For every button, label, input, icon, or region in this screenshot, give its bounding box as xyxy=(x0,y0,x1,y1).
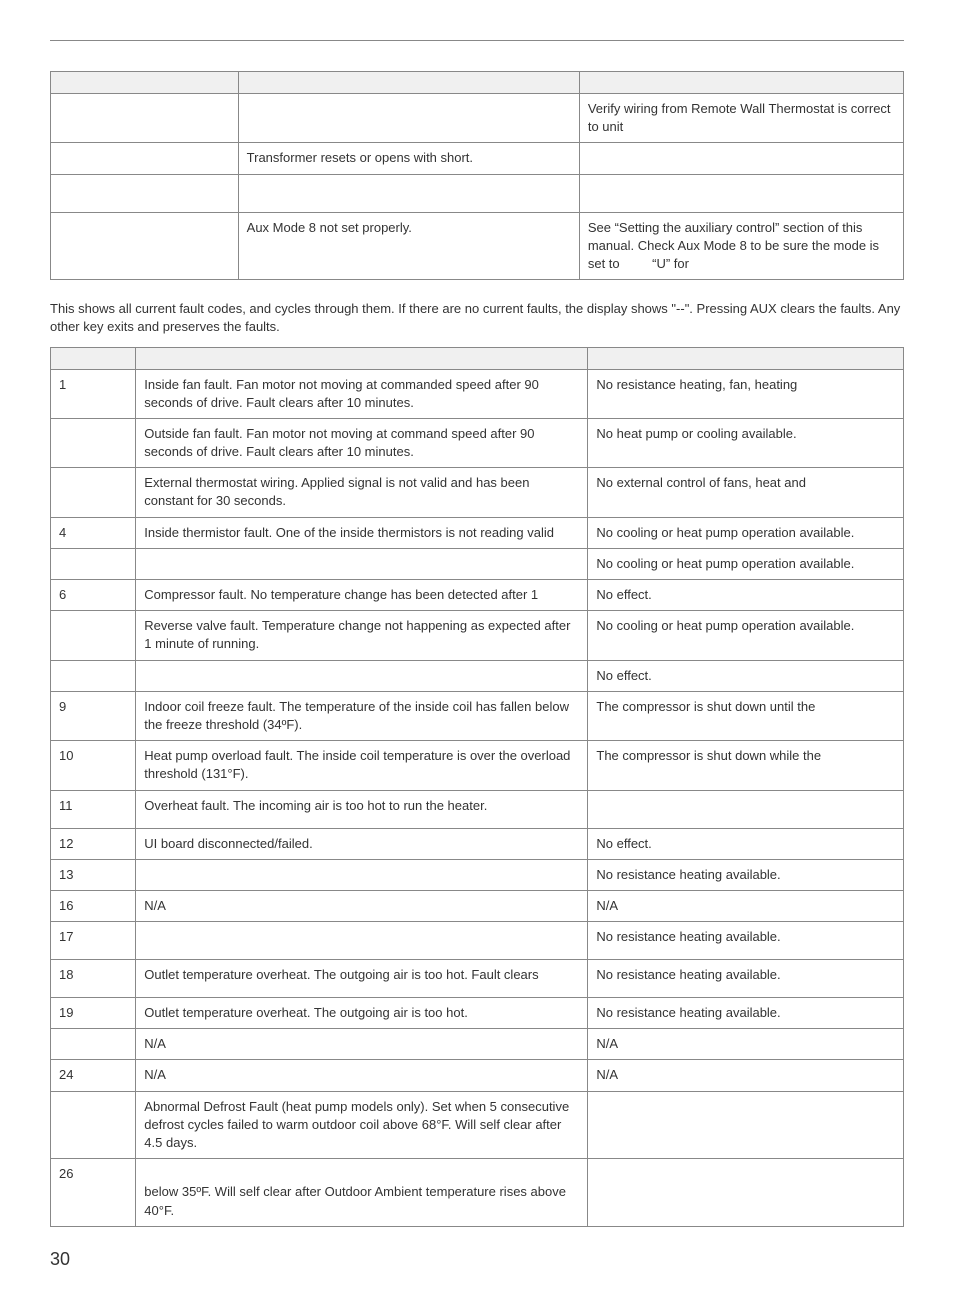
troubleshoot-table: Verify wiring from Remote Wall Thermosta… xyxy=(50,71,904,280)
cell: No resistance heating available. xyxy=(588,998,904,1029)
cell: No heat pump or cooling available. xyxy=(588,418,904,467)
cell: below 35ºF. Will self clear after Outdoo… xyxy=(136,1159,588,1227)
cell xyxy=(136,548,588,579)
cell: 6 xyxy=(51,580,136,611)
page-number: 30 xyxy=(50,1247,904,1272)
cell xyxy=(238,94,579,143)
cell xyxy=(51,660,136,691)
fault-code-table: 1Inside fan fault. Fan motor not moving … xyxy=(50,347,904,1227)
cell: Compressor fault. No temperature change … xyxy=(136,580,588,611)
cell xyxy=(579,174,903,212)
cell: No resistance heating available. xyxy=(588,922,904,960)
cell xyxy=(51,94,239,143)
cell: 18 xyxy=(51,960,136,998)
cell: No cooling or heat pump operation availa… xyxy=(588,548,904,579)
intro-text: This shows all current fault codes, and … xyxy=(50,300,904,336)
cell xyxy=(51,143,239,174)
cell: No resistance heating available. xyxy=(588,960,904,998)
cell xyxy=(588,790,904,828)
cell: N/A xyxy=(136,1029,588,1060)
cell xyxy=(51,174,239,212)
cell: The compressor is shut down until the xyxy=(588,691,904,740)
cell: See “Setting the auxiliary control” sect… xyxy=(579,212,903,280)
cell: UI board disconnected/failed. xyxy=(136,828,588,859)
cell xyxy=(51,611,136,660)
cell: Indoor coil freeze fault. The temperatur… xyxy=(136,691,588,740)
cell xyxy=(51,212,239,280)
cell: 10 xyxy=(51,741,136,790)
cell: No cooling or heat pump operation availa… xyxy=(588,611,904,660)
cell xyxy=(588,1159,904,1227)
cell: Aux Mode 8 not set properly. xyxy=(238,212,579,280)
cell xyxy=(51,418,136,467)
cell: Outlet temperature overheat. The outgoin… xyxy=(136,998,588,1029)
cell: Heat pump overload fault. The inside coi… xyxy=(136,741,588,790)
cell: Abnormal Defrost Fault (heat pump models… xyxy=(136,1091,588,1159)
cell: External thermostat wiring. Applied sign… xyxy=(136,468,588,517)
cell: Inside thermistor fault. One of the insi… xyxy=(136,517,588,548)
cell: 13 xyxy=(51,859,136,890)
cell: N/A xyxy=(136,890,588,921)
top-rule xyxy=(50,40,904,41)
cell xyxy=(136,922,588,960)
cell: 19 xyxy=(51,998,136,1029)
cell xyxy=(136,347,588,369)
cell: Transformer resets or opens with short. xyxy=(238,143,579,174)
cell: No resistance heating, fan, heating xyxy=(588,369,904,418)
cell xyxy=(579,143,903,174)
cell xyxy=(136,859,588,890)
cell xyxy=(238,72,579,94)
cell: No external control of fans, heat and xyxy=(588,468,904,517)
cell: 16 xyxy=(51,890,136,921)
cell: Outside fan fault. Fan motor not moving … xyxy=(136,418,588,467)
cell xyxy=(238,174,579,212)
cell xyxy=(51,468,136,517)
cell xyxy=(579,72,903,94)
cell xyxy=(51,72,239,94)
cell: 26 xyxy=(51,1159,136,1227)
cell: 24 xyxy=(51,1060,136,1091)
cell: Inside fan fault. Fan motor not moving a… xyxy=(136,369,588,418)
cell xyxy=(588,1091,904,1159)
cell xyxy=(51,347,136,369)
cell: No effect. xyxy=(588,660,904,691)
cell: N/A xyxy=(588,1029,904,1060)
cell: Overheat fault. The incoming air is too … xyxy=(136,790,588,828)
cell xyxy=(51,1029,136,1060)
cell: 11 xyxy=(51,790,136,828)
cell: 4 xyxy=(51,517,136,548)
cell: 1 xyxy=(51,369,136,418)
cell: 9 xyxy=(51,691,136,740)
cell: No cooling or heat pump operation availa… xyxy=(588,517,904,548)
cell: N/A xyxy=(136,1060,588,1091)
cell xyxy=(51,1091,136,1159)
cell: Reverse valve fault. Temperature change … xyxy=(136,611,588,660)
cell xyxy=(588,347,904,369)
cell: No effect. xyxy=(588,580,904,611)
cell: Outlet temperature overheat. The outgoin… xyxy=(136,960,588,998)
cell: N/A xyxy=(588,1060,904,1091)
cell: 17 xyxy=(51,922,136,960)
cell: The compressor is shut down while the xyxy=(588,741,904,790)
cell xyxy=(51,548,136,579)
cell: No effect. xyxy=(588,828,904,859)
cell: N/A xyxy=(588,890,904,921)
cell xyxy=(136,660,588,691)
cell: 12 xyxy=(51,828,136,859)
cell: Verify wiring from Remote Wall Thermosta… xyxy=(579,94,903,143)
cell: No resistance heating available. xyxy=(588,859,904,890)
